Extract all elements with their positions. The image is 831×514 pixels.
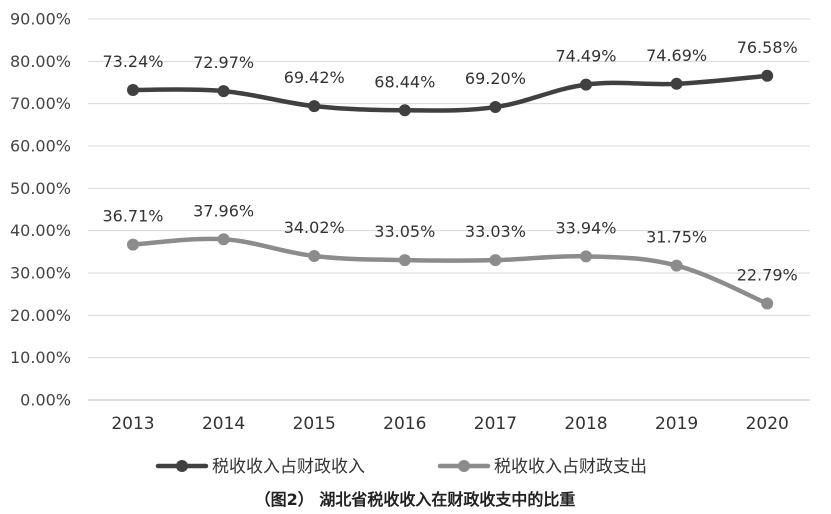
data-labels: 73.24% 72.97% 69.42% 68.44% 69.20% 74.49% 74.6… bbox=[102, 38, 797, 285]
data-label: 69.20% bbox=[465, 69, 526, 88]
legend-marker bbox=[458, 460, 470, 472]
data-label: 69.42% bbox=[284, 68, 345, 87]
series-lines bbox=[127, 69, 774, 310]
data-label: 33.05% bbox=[374, 222, 435, 241]
y-tick-label: 60.00% bbox=[10, 137, 71, 156]
data-point bbox=[580, 78, 592, 91]
series-line-1 bbox=[130, 236, 770, 306]
x-tick-label: 2016 bbox=[383, 414, 426, 434]
data-label: 33.03% bbox=[465, 222, 526, 241]
data-label: 34.02% bbox=[284, 218, 345, 237]
y-tick-label: 90.00% bbox=[10, 10, 71, 29]
data-label: 37.96% bbox=[193, 201, 254, 220]
y-tick-label: 0.00% bbox=[20, 391, 71, 410]
x-tick-label: 2015 bbox=[293, 414, 336, 434]
y-tick-label: 10.00% bbox=[10, 348, 71, 367]
data-label: 72.97% bbox=[193, 53, 254, 72]
data-point bbox=[580, 250, 592, 263]
x-tick-label: 2017 bbox=[474, 414, 517, 434]
data-point bbox=[761, 297, 774, 310]
x-tick-label: 2013 bbox=[111, 414, 154, 434]
data-label: 74.49% bbox=[555, 47, 616, 66]
data-point bbox=[489, 254, 502, 267]
data-point bbox=[670, 77, 683, 90]
y-tick-label: 40.00% bbox=[10, 221, 71, 240]
data-point bbox=[217, 85, 230, 98]
y-tick-label: 20.00% bbox=[10, 306, 71, 325]
data-point bbox=[761, 69, 774, 82]
data-label: 73.24% bbox=[102, 52, 163, 71]
legend-label: 税收收入占财政收入 bbox=[212, 457, 365, 477]
x-tick-label: 2020 bbox=[746, 414, 789, 434]
series-line-0 bbox=[130, 73, 770, 113]
x-tick-label: 2018 bbox=[564, 414, 607, 434]
data-label: 36.71% bbox=[102, 207, 163, 226]
y-tick-label: 70.00% bbox=[10, 94, 71, 113]
x-tick-label: 2014 bbox=[202, 414, 245, 434]
data-label: 76.58% bbox=[737, 38, 798, 57]
data-point bbox=[308, 100, 321, 113]
legend-marker bbox=[176, 460, 188, 472]
data-point bbox=[398, 254, 411, 267]
data-label: 22.79% bbox=[737, 266, 798, 285]
data-point bbox=[308, 249, 321, 262]
y-axis-tick-labels: 0.00% 10.00% 20.00% 30.00% 40.00% 50.00% 60.00… bbox=[10, 10, 71, 410]
data-point bbox=[670, 259, 683, 272]
data-point bbox=[127, 83, 139, 96]
y-tick-label: 50.00% bbox=[10, 179, 71, 198]
legend-label: 税收收入占财政支出 bbox=[494, 457, 647, 477]
legend: 税收收入占财政收入 税收收入占财政支出 bbox=[155, 457, 647, 477]
x-tick-label: 2019 bbox=[655, 414, 698, 434]
data-label: 31.75% bbox=[646, 228, 707, 247]
data-point bbox=[217, 233, 230, 246]
data-label: 68.44% bbox=[374, 72, 435, 91]
x-axis-tick-labels: 2013 2014 2015 2016 2017 2018 2019 2020 bbox=[111, 414, 788, 434]
y-tick-label: 80.00% bbox=[10, 52, 71, 71]
data-label: 33.94% bbox=[555, 218, 616, 237]
chart-caption: （图2） 湖北省税收收入在财政收支中的比重 bbox=[255, 490, 576, 509]
data-label: 74.69% bbox=[646, 46, 707, 65]
data-point bbox=[489, 101, 502, 114]
data-point bbox=[127, 238, 139, 251]
gridlines bbox=[88, 18, 810, 401]
y-tick-label: 30.00% bbox=[10, 264, 71, 283]
data-point bbox=[398, 104, 411, 117]
